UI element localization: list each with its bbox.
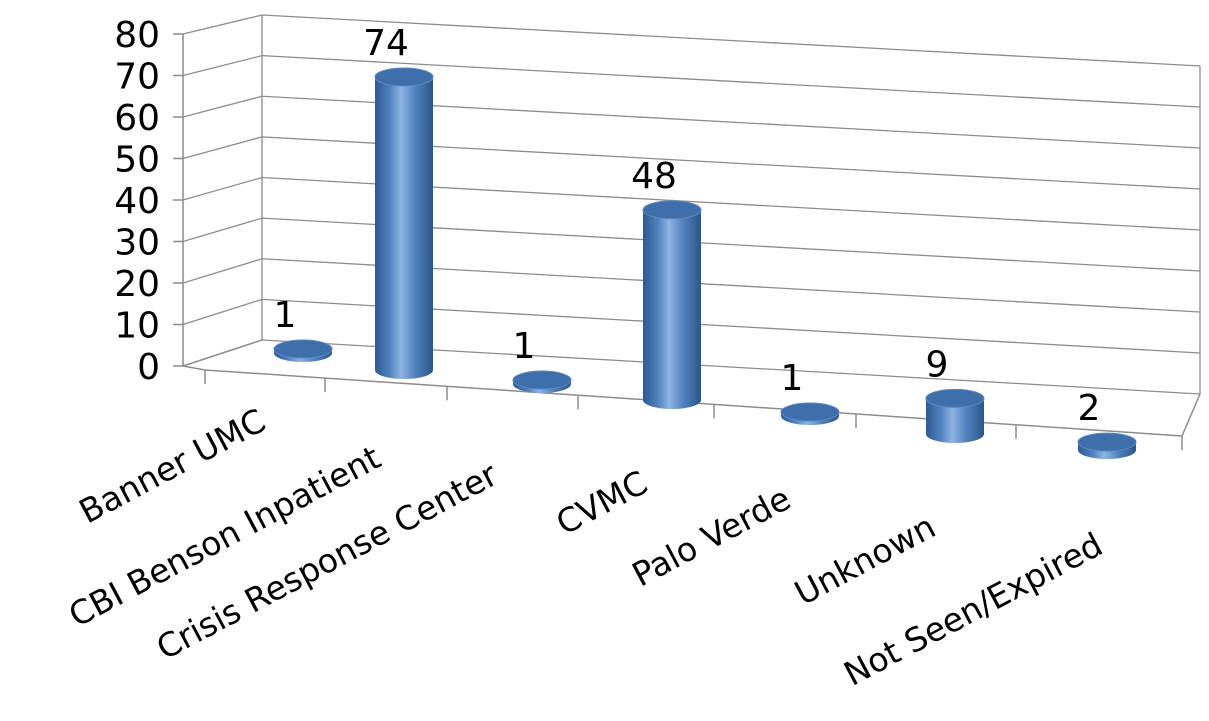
bar bbox=[273, 339, 333, 362]
bar-body bbox=[375, 76, 433, 380]
y-tick-label: 40 bbox=[114, 181, 160, 222]
bar-body bbox=[643, 209, 701, 409]
data-label: 74 bbox=[363, 23, 409, 64]
gridline bbox=[182, 95, 1201, 149]
data-label: 1 bbox=[781, 358, 804, 399]
y-tick-label: 30 bbox=[114, 223, 160, 264]
bar-top bbox=[780, 402, 840, 422]
data-label: 1 bbox=[513, 326, 536, 367]
gridline bbox=[182, 14, 1201, 67]
y-tick-label: 60 bbox=[114, 98, 160, 139]
bar-top bbox=[1077, 432, 1137, 452]
bars bbox=[273, 67, 1137, 459]
y-tick-label: 0 bbox=[137, 347, 160, 388]
floor-left-edge bbox=[182, 339, 263, 367]
bar-top bbox=[925, 388, 985, 408]
bar-body bbox=[926, 398, 984, 443]
x-tick-label: CVMC bbox=[550, 463, 654, 543]
bar-top bbox=[512, 370, 572, 390]
x-tick-label: Unknown bbox=[788, 507, 942, 613]
y-tick-label: 70 bbox=[114, 57, 160, 98]
floor-left-front bbox=[182, 365, 206, 371]
data-label: 2 bbox=[1078, 388, 1101, 429]
y-tick-label: 50 bbox=[114, 140, 160, 181]
bar bbox=[512, 370, 572, 393]
floor-right-edge bbox=[1181, 393, 1201, 437]
y-tick-label: 20 bbox=[114, 264, 160, 305]
bar-top bbox=[642, 200, 702, 220]
bar bbox=[642, 200, 702, 409]
bar bbox=[780, 402, 840, 425]
bar-top bbox=[273, 339, 333, 359]
gridline bbox=[182, 54, 1201, 108]
data-label: 48 bbox=[631, 156, 677, 197]
bar bbox=[374, 67, 434, 380]
y-tick-label: 80 bbox=[114, 15, 160, 56]
data-labels: 1 74 1 48 1 9 2 bbox=[274, 23, 1101, 429]
y-tick-label: 10 bbox=[114, 306, 160, 347]
bar-top bbox=[374, 67, 434, 87]
data-label: 1 bbox=[274, 295, 297, 336]
bar bbox=[1077, 432, 1137, 459]
bar bbox=[925, 388, 985, 443]
data-label: 9 bbox=[926, 344, 949, 385]
